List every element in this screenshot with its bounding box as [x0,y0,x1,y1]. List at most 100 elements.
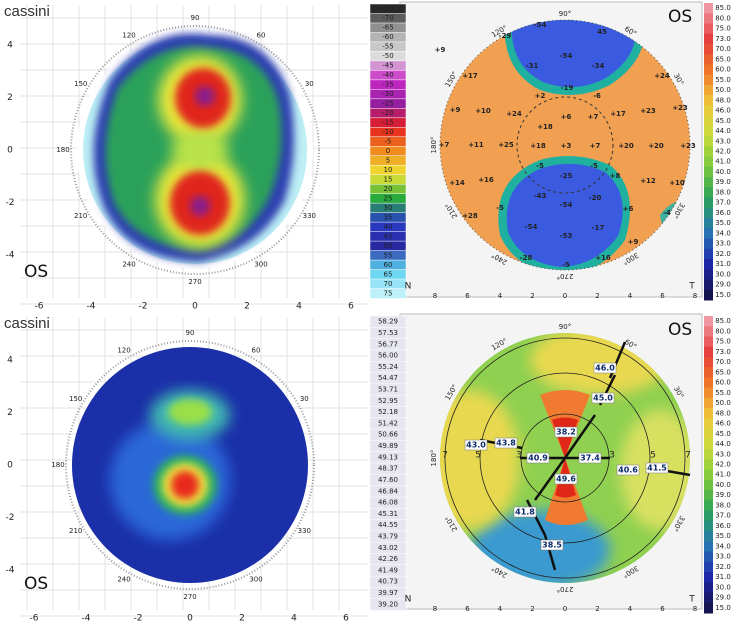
legend-label: 53.71 [378,386,398,394]
legend-label: 55 [384,251,393,259]
legend-label: 43.02 [378,544,398,552]
x-tick-label: 2 [244,302,250,312]
legend-label: 45.31 [378,510,398,518]
map-value: +7 [588,113,599,121]
map-value: 49.6 [556,475,576,484]
legend-swatch [704,269,713,281]
legend-label: 31.0 [715,573,731,581]
legend-label: 5 [386,156,390,164]
legend-label: 60 [384,261,393,269]
legend-label: 33.0 [715,553,731,561]
map-value: +17 [462,72,478,80]
map-value: +12 [640,177,656,185]
map-value: -31 [526,62,539,70]
legend-label: 32.0 [715,563,731,571]
map-value: +17 [610,110,626,118]
map-value: -5 [562,261,570,269]
legend-label: 40.0 [715,481,731,489]
legend-swatch [704,387,713,399]
legend-label: 41.0 [715,158,731,166]
legend-label: 65 [384,270,393,278]
value-box [526,452,550,464]
value-box [540,539,564,551]
map-value: +10 [475,107,491,115]
legend-label: -35 [382,81,393,89]
legend-label: 50.0 [715,399,731,407]
legend-label: -60 [382,33,393,41]
legend-swatch [704,248,713,260]
legend-label: 46.08 [378,499,398,507]
x-tick-label: -4 [87,302,96,312]
legend-swatch [369,598,407,611]
legend-label: 38.0 [715,188,731,196]
map-value: +11 [468,141,484,149]
map-value: 43.8 [496,439,516,448]
legend-swatch [704,346,713,358]
map-value: +9 [628,238,639,246]
value-box [513,506,537,518]
legend-label: 37.0 [715,199,731,207]
legend-label: -30 [382,90,393,98]
legend-label: 35.0 [715,532,731,540]
legend-label: 30 [384,204,393,212]
legend-swatch [704,582,713,594]
legend-label: 30.0 [715,270,731,278]
legend-swatch [704,207,713,219]
legend-swatch [704,279,713,291]
legend-label: 70.0 [715,45,731,53]
legend-label: 40 [384,223,393,231]
legend-label: 48.0 [715,409,731,417]
nasal-label: N [405,595,412,605]
map-value: 38.2 [556,428,576,437]
legend-swatch [704,105,713,117]
x-tick-label: 2 [595,605,599,613]
x-tick-label: 4 [498,605,503,613]
map-value: -54 [534,21,547,29]
legend-swatch [704,336,713,348]
map-value: -5 [536,162,544,170]
legend-label: 75.0 [715,25,731,33]
map-value: 46.0 [595,364,615,373]
angle-label: 270 [183,593,196,601]
x-tick-label: 4 [498,292,503,300]
legend-label: 39.0 [715,491,731,499]
x-tick-label: 8 [433,605,437,613]
legend-swatch [704,115,713,127]
legend-swatch [704,356,713,368]
x-tick-label: 0 [563,292,567,300]
eye-label: OS [24,262,48,282]
legend-label: 36.0 [715,209,731,217]
eye-label: OS [24,574,48,594]
ring-label: 3 [516,451,522,461]
map-value: -28 [520,254,533,262]
legend-swatch [704,84,713,96]
map-value: 40.6 [618,466,638,475]
legend-swatch [704,95,713,106]
legend-label: 35 [384,213,393,221]
angle-label: 90° [559,10,571,18]
legend-label: 34.0 [715,229,731,237]
legend-label: 44.0 [715,127,731,135]
legend-swatch [704,146,713,158]
y-tick-label: 4 [7,41,13,51]
legend-swatch [704,438,713,450]
brand: cassini [4,3,50,20]
legend-swatch [704,177,713,188]
map-value: +24 [506,110,522,118]
legend-label: 43.0 [715,137,731,145]
map-value: 45.0 [593,394,613,403]
x-tick-label: 8 [433,292,437,300]
x-tick-label: 8 [693,605,697,613]
map-value: -25 [560,172,573,180]
legend-label: 31.0 [715,260,731,268]
legend-label: 75 [384,289,393,297]
x-tick-label: 4 [296,302,302,312]
legend-label: 15.0 [715,604,731,612]
legend-label: 44.0 [715,440,731,448]
map-value: +16 [478,176,494,184]
legend-label: 56.77 [378,340,398,348]
map-value: +18 [530,142,546,150]
map-value: +14 [449,179,465,187]
map-value: 41.5 [647,464,667,473]
legend-swatch [704,156,713,168]
